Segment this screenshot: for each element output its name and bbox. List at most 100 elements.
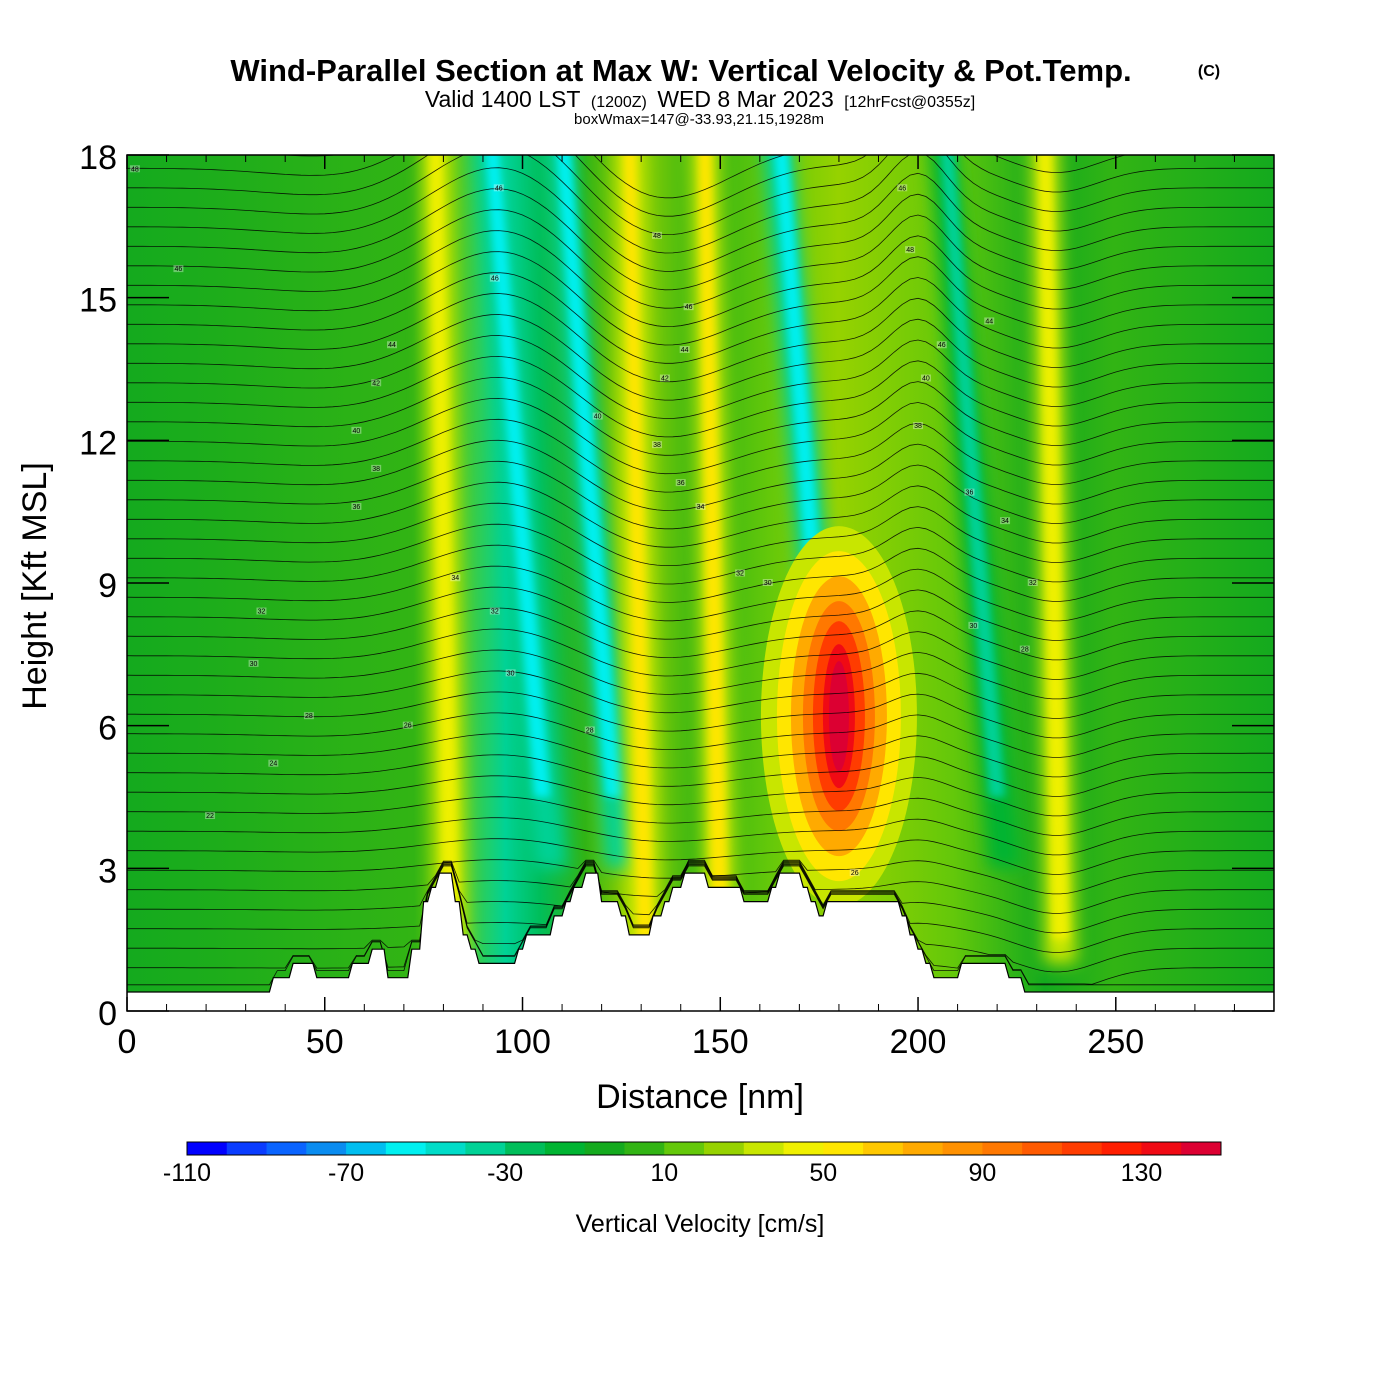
isentrope-label-text: 36 bbox=[966, 490, 974, 497]
isentrope-label-bg bbox=[493, 184, 504, 192]
wmax-core bbox=[760, 526, 917, 907]
isentrope-label-bg bbox=[450, 574, 461, 582]
isentrope-label-bg bbox=[584, 726, 595, 734]
isentrope-line bbox=[127, 397, 1274, 475]
isentrope-label-text: 30 bbox=[507, 670, 515, 677]
downdraft-band-core bbox=[940, 155, 1006, 797]
isentrope-label-bg bbox=[968, 621, 979, 629]
subtitle-zulu: (1200Z) bbox=[591, 94, 647, 111]
isentrope-line bbox=[127, 355, 1274, 438]
isentrope-label-text: 36 bbox=[677, 480, 685, 487]
updraft-band-core bbox=[623, 155, 654, 940]
isentrope-line bbox=[127, 817, 1274, 856]
isentrope-label: 38 bbox=[913, 422, 924, 430]
isentrope-label-text: 26 bbox=[851, 870, 859, 877]
colorbar-segment bbox=[1061, 1142, 1103, 1155]
isentrope-label: 46 bbox=[683, 303, 694, 311]
isentrope-label-bg bbox=[371, 379, 382, 387]
isentrope-label-bg bbox=[248, 659, 259, 667]
isentrope-line bbox=[127, 586, 1274, 641]
box-info: boxWmax=147@-33.93,21.15,1928m bbox=[574, 111, 824, 128]
isentrope-label-bg bbox=[659, 374, 670, 382]
isentrope-label: 48 bbox=[651, 231, 662, 240]
isentrope-label-bg bbox=[897, 184, 908, 192]
isentrope-label-text: 34 bbox=[697, 504, 705, 511]
terrain bbox=[127, 872, 1274, 1011]
isentrope-label-bg bbox=[1019, 645, 1030, 653]
colorbar-tick-label: 90 bbox=[968, 1159, 996, 1187]
isentrope-line bbox=[127, 838, 1274, 875]
y-tick-label: 3 bbox=[98, 852, 117, 890]
isentrope-label-text: 46 bbox=[495, 185, 503, 192]
downdraft-band-core bbox=[485, 155, 551, 797]
isentrope-label-bg bbox=[386, 341, 397, 349]
colorbar-segment bbox=[266, 1142, 307, 1155]
isentrope-label-bg bbox=[762, 579, 773, 586]
isentrope-line bbox=[127, 775, 1274, 817]
isentrope-label-bg bbox=[1000, 517, 1011, 525]
isentrope-label: 26 bbox=[849, 869, 860, 877]
colorbar-segment bbox=[783, 1142, 824, 1155]
isentrope-line bbox=[127, 335, 1274, 419]
downdraft-band-core bbox=[556, 155, 622, 797]
isentrope-label-bg bbox=[905, 246, 916, 254]
isentrope-label-bg bbox=[505, 669, 516, 677]
isentrope-line bbox=[127, 155, 1274, 217]
isentrope-label-bg bbox=[920, 374, 931, 382]
colorbar-tick-label: -110 bbox=[163, 1159, 211, 1187]
velocity-blobs bbox=[421, 155, 1077, 964]
updraft-band-core bbox=[429, 155, 460, 940]
colorbar-label: Vertical Velocity [cm/s] bbox=[576, 1210, 825, 1238]
isentrope-label-text: 48 bbox=[131, 166, 139, 173]
isentrope-label-bg bbox=[129, 165, 140, 173]
isentrope-label-text: 42 bbox=[372, 380, 380, 387]
subtitle-date: WED 8 Mar 2023 bbox=[657, 86, 833, 112]
isentrope-label: 46 bbox=[493, 184, 504, 192]
isentrope-label: 46 bbox=[897, 184, 908, 192]
isentrope-label-bg bbox=[675, 479, 686, 487]
isentrope-label-text: 40 bbox=[922, 376, 930, 383]
chart-subtitle: Valid 1400 LST (1200Z) WED 8 Mar 2023 [1… bbox=[425, 86, 975, 112]
isentrope-line bbox=[127, 502, 1274, 566]
isentrope-label: 42 bbox=[659, 374, 670, 383]
isentrope-line bbox=[127, 754, 1274, 797]
isentrope-label: 32 bbox=[256, 607, 267, 616]
isentrope-label: 34 bbox=[450, 574, 461, 582]
isentrope-label-text: 34 bbox=[451, 575, 459, 582]
isentrope-label-text: 46 bbox=[685, 304, 693, 311]
isentrope-line bbox=[127, 544, 1274, 603]
isentrope-label-text: 22 bbox=[206, 813, 214, 820]
colorbar-segment bbox=[1101, 1142, 1142, 1155]
isentrope-label: 46 bbox=[936, 341, 947, 349]
subtitle-forecast: [12hrFcst@0355z] bbox=[844, 94, 975, 111]
x-tick-label: 200 bbox=[890, 1023, 947, 1061]
colorbar-tick-label: 10 bbox=[650, 1159, 678, 1187]
isentrope-line bbox=[127, 649, 1274, 700]
isentrope-label: 40 bbox=[592, 412, 603, 421]
isentrope-line bbox=[127, 865, 1274, 986]
colorbar-tick-label: -70 bbox=[328, 1159, 364, 1187]
isentrope-label: 42 bbox=[371, 379, 382, 387]
x-axis-label: Distance [nm] bbox=[596, 1078, 804, 1116]
isentrope-label-text: 32 bbox=[1029, 580, 1037, 587]
isentrope-label-text: 28 bbox=[586, 727, 594, 734]
isentrope-line bbox=[127, 628, 1274, 680]
isentrope-label-bg bbox=[351, 502, 362, 510]
isentrope-label: 34 bbox=[695, 502, 706, 511]
isentrope-line bbox=[127, 733, 1274, 778]
isentrope-line bbox=[127, 230, 1274, 328]
isentrope-label: 32 bbox=[489, 607, 500, 616]
updraft-band-core bbox=[698, 155, 729, 940]
colorbar-segment bbox=[346, 1142, 387, 1155]
isentrope-label-bg bbox=[371, 464, 382, 472]
isentrope-label-bg bbox=[173, 265, 184, 273]
y-tick-label: 15 bbox=[79, 282, 117, 320]
y-tick-label: 18 bbox=[79, 139, 117, 177]
isentrope-label: 40 bbox=[920, 374, 931, 383]
isentrope-line bbox=[127, 712, 1274, 758]
colorbar-segment bbox=[226, 1142, 268, 1155]
y-axis-label: Height [Kft MSL] bbox=[16, 462, 54, 710]
isentrope-label: 30 bbox=[762, 579, 773, 587]
colorbar-segment bbox=[624, 1142, 665, 1155]
